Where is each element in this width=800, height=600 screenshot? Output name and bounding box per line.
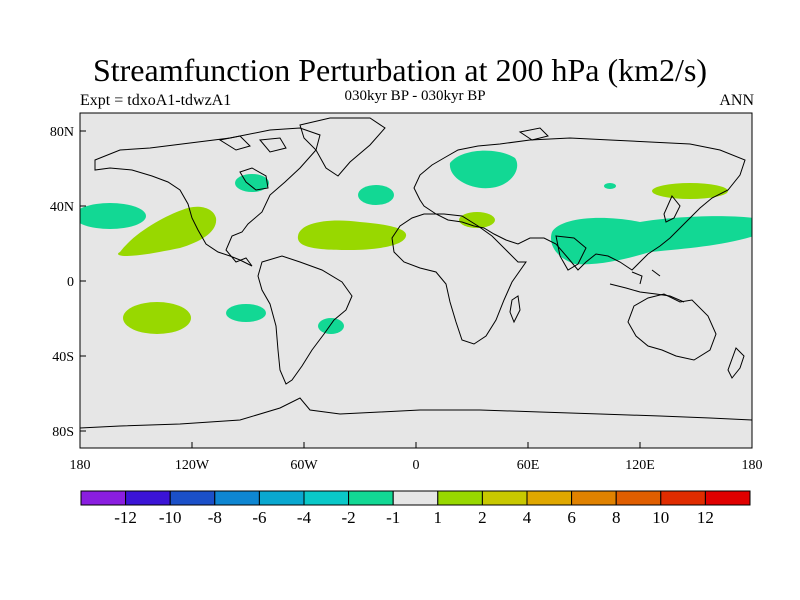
coastline-indonesia [609,269,685,303]
anomaly-negative-south-atlantic [226,304,266,322]
coastline-antarctica [80,397,752,429]
colorbar-swatch [615,490,662,506]
colorbar-swatch [348,490,394,506]
anomaly-positive-eastern-pacific [118,206,217,256]
colorbar-label: -12 [114,508,137,527]
coastline-india [555,235,587,271]
anomaly-negative-central-asia [604,183,616,189]
colorbar-swatch [392,490,439,506]
experiment-label: Expt = tdxoA1-tdwzA1 [80,92,232,109]
coastline-hudson-bay [239,167,269,191]
coastline-europe-asia [413,137,746,271]
coastline-africa [391,213,527,345]
colorbar-label: -4 [297,508,312,527]
colorbar-label: 1 [434,508,443,527]
colorbar-label: 2 [478,508,487,527]
anomaly-positive-northwest-pacific [652,183,728,199]
colorbar-label: -8 [208,508,222,527]
lon-tick-label: 180 [70,458,91,473]
colorbar-swatch [258,490,305,506]
colorbar-swatch [125,490,171,506]
anomaly-negative-indian-pacific [551,216,752,265]
colorbar-swatch [303,490,350,506]
colorbar-label: 8 [612,508,621,527]
chart-title: Streamfunction Perturbation at 200 hPa (… [92,52,708,88]
colorbar-swatch [704,490,751,506]
map-background [80,113,752,448]
lon-tick-label: 120W [175,458,210,473]
anomaly-negative-south-america-east [318,318,344,334]
lon-tick-label: 0 [413,458,420,473]
anomaly-positive-south-pacific [123,302,191,334]
colorbar-swatch [571,490,617,506]
colorbar-swatch [80,490,127,506]
lat-tick-label: 40S [52,350,74,365]
coastline-japan [663,195,681,223]
colorbar: -12 -10 -8 -6 -4 -2 -1 1 2 4 6 8 10 12 [80,490,751,527]
colorbar-swatch [526,490,573,506]
axis-ticks [79,130,753,448]
lon-tick-label: 60E [517,458,540,473]
colorbar-label: -6 [252,508,266,527]
colorbar-swatch [214,490,260,506]
lon-tick-label: 180 [742,458,763,473]
coastline-arctic-islands [218,127,549,153]
lon-tick-label: 120E [625,458,655,473]
colorbar-label: 6 [567,508,576,527]
coastline-north-america [94,127,321,267]
colorbar-swatch [169,490,216,506]
colorbar-swatch [660,490,706,506]
anomaly-positive-subtropical-atlantic [297,220,407,250]
anomaly-contours [80,150,752,334]
lon-tick-label: 60W [290,458,318,473]
lat-tick-label: 0 [67,275,74,290]
colorbar-label: -1 [386,508,400,527]
colorbar-label: 4 [523,508,532,527]
lat-tick-label: 80N [50,125,74,140]
colorbar-swatch [437,490,483,506]
colorbar-label: -2 [342,508,356,527]
coastline-new-zealand [727,347,745,379]
colorbar-swatch [481,490,528,506]
anomaly-negative-hudson [235,174,269,192]
anomaly-negative-scandinavia [449,150,518,189]
colorbar-label: -10 [159,508,182,527]
season-label: ANN [719,92,754,109]
coastline-south-america [257,255,353,385]
coastlines [80,117,752,429]
colorbar-label: 12 [697,508,714,527]
anomaly-negative-north-pacific [80,203,146,229]
coastline-madagascar [509,295,521,324]
lat-tick-label: 40N [50,200,74,215]
anomaly-negative-north-atlantic [358,185,394,205]
lat-tick-label: 80S [52,425,74,440]
coastline-australia [627,293,717,361]
subtitle-label: 030kyr BP - 030kyr BP [344,88,486,104]
coastline-greenland [299,117,386,177]
colorbar-label: 10 [652,508,669,527]
